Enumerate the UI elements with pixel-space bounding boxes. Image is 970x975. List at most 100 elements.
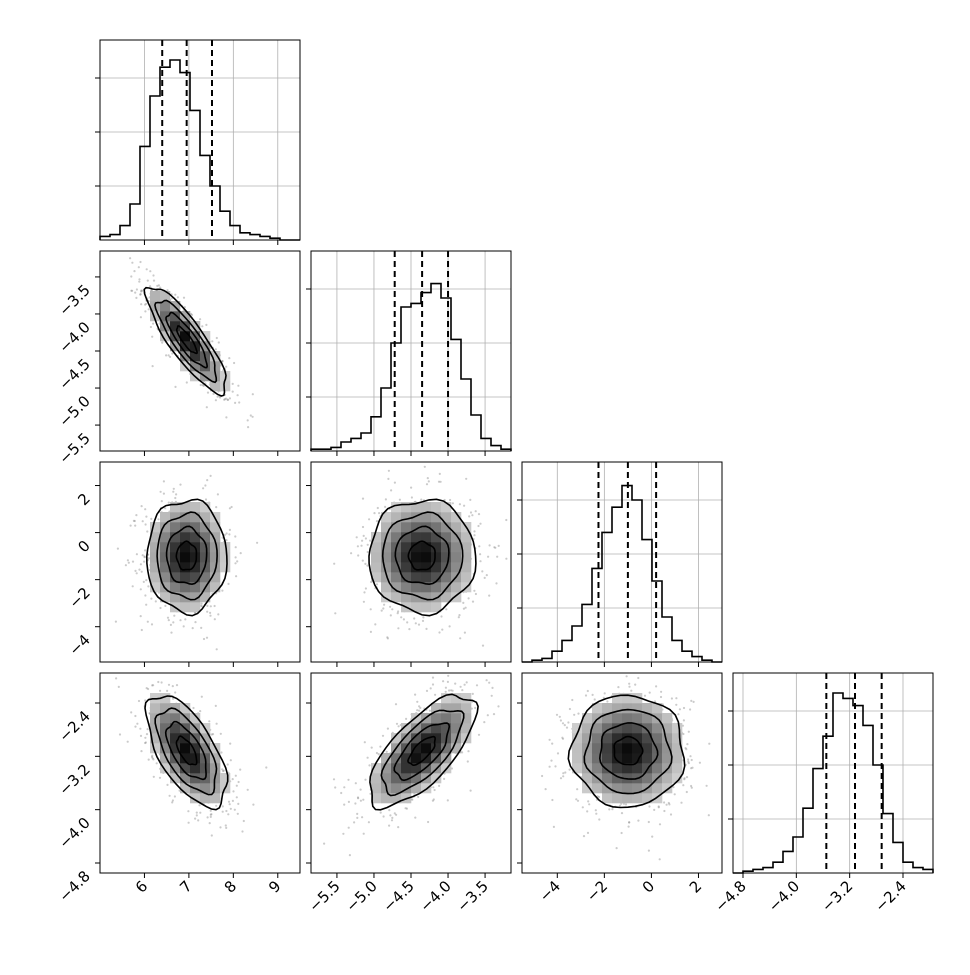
scatter-point [171,352,174,355]
scatter-point [172,621,175,624]
scatter-point [364,587,367,590]
scatter-point [172,490,175,493]
scatter-point [410,496,413,499]
scatter-point [206,610,209,613]
scatter-point [131,261,134,264]
scatter-point [205,636,209,639]
scatter-point [239,768,242,771]
scatter-point [139,615,142,618]
scatter-point [140,628,143,632]
scatter-point [167,354,170,357]
scatter-point [229,759,232,762]
scatter-point [355,536,358,539]
scatter-point [414,622,417,625]
scatter-point [150,755,154,759]
scatter-point [369,630,372,634]
scatter-point [630,689,633,692]
ytick-label: −4.5 [55,355,93,393]
hist-bin [120,226,130,240]
scatter-point [211,733,215,736]
scatter-point [221,589,224,592]
hist-bin [863,725,873,873]
scatter-point [127,561,130,564]
ytick-label: −4.0 [55,318,93,356]
scatter-point [157,680,160,684]
density-cell [431,592,442,603]
scatter-point [340,791,343,795]
scatter-point [559,777,563,780]
density-cell [401,542,412,553]
scatter-point [238,401,241,404]
scatter-point [465,681,468,684]
scatter-point [423,465,426,468]
density-cell [602,743,613,754]
scatter-point [398,498,401,501]
scatter-point [334,612,337,615]
scatter-point [421,619,425,623]
hist-bin [240,233,250,240]
scatter-point [145,733,149,736]
scatter-point [469,511,473,514]
scatter-point [323,842,326,845]
scatter-point [154,600,157,603]
density-cell [160,331,171,342]
scatter-point [637,819,640,822]
hist-bin [140,146,150,240]
scatter-point [384,498,387,501]
scatter-point [483,576,486,580]
scatter-point [157,284,160,287]
scatter-point [558,715,561,718]
density-cell [150,311,161,322]
density-cell [441,522,452,533]
scatter-point [478,545,481,548]
density-cell [421,552,432,563]
scatter-point [492,713,496,716]
scatter-point [361,816,364,819]
scatter-point [362,798,365,801]
scatter-point [149,325,152,329]
scatter-point [400,616,403,619]
scatter-point [145,302,148,305]
density-cell [401,592,412,603]
scatter-point [548,738,551,741]
scatter-point [231,799,234,803]
scatter-point [141,554,144,557]
contour-line [381,511,464,601]
scatter-point [130,289,133,292]
density-cell [622,743,633,754]
scatter-point [418,709,421,712]
density-cell [160,592,171,603]
hist-bin [783,851,793,873]
scatter-point [204,498,208,501]
density-cell [451,512,462,523]
density-cell [421,532,432,543]
scatter-point [368,764,371,767]
scatter-point [479,522,482,525]
scatter-point [236,394,239,397]
scatter-point [606,700,609,703]
scatter-point [136,722,139,725]
hist-bin [602,532,612,662]
scatter-point [446,799,449,802]
scatter-point [463,683,466,686]
scatter-point [231,778,234,781]
scatter-point [486,714,489,717]
scatter-point [397,725,400,728]
scatter-point [204,484,207,487]
density-cell [180,602,191,613]
scatter-point [627,825,630,828]
density-cell [180,783,191,794]
scatter-point [200,626,203,630]
scatter-point [179,483,182,486]
scatter-point [166,616,170,619]
density-cell [180,351,191,362]
density-cell [220,773,231,784]
scatter-point [466,760,469,763]
scatter-point [433,788,436,792]
ytick-label: 0 [74,537,93,556]
scatter-point [350,552,353,555]
density-cell [200,512,211,523]
scatter-point [379,745,382,748]
scatter-point [439,480,442,483]
scatter-point [173,614,176,617]
